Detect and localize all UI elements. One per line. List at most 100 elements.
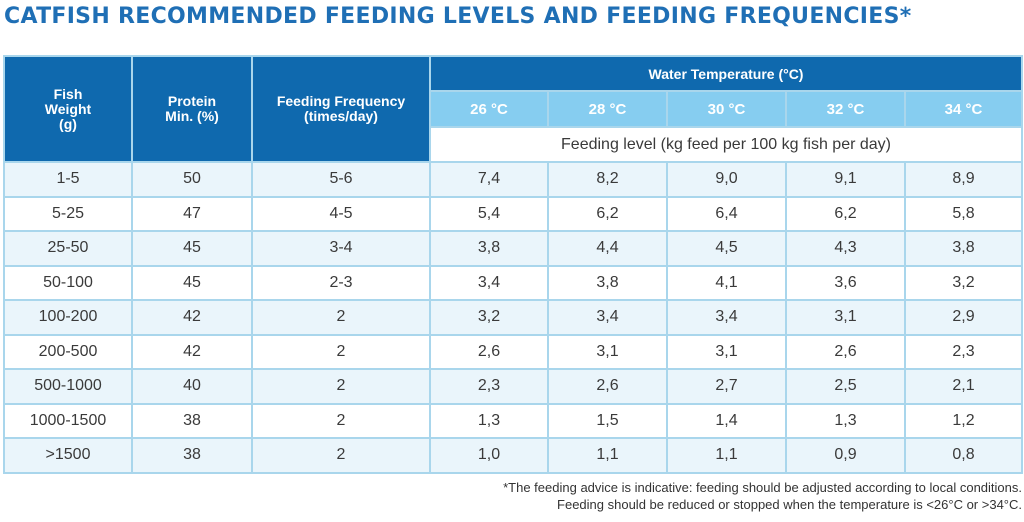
table-row: 1000-1500 38 2 1,3 1,5 1,4 1,3 1,2 bbox=[3, 402, 1024, 439]
header-temp-32: 32 °C bbox=[785, 90, 906, 128]
cell-fish-weight: 50-100 bbox=[3, 264, 133, 301]
cell-temp-32: 2,5 bbox=[785, 368, 906, 405]
cell-protein: 42 bbox=[131, 333, 253, 370]
table-row: 25-50 45 3-4 3,8 4,4 4,5 4,3 3,8 bbox=[3, 230, 1024, 267]
footnote-line-2: Feeding should be reduced or stopped whe… bbox=[557, 497, 1022, 512]
cell-protein: 38 bbox=[131, 402, 253, 439]
table-row: 200-500 42 2 2,6 3,1 3,1 2,6 2,3 bbox=[3, 333, 1024, 370]
cell-temp-30: 1,1 bbox=[666, 437, 787, 474]
header-protein-line-2: Min. (%) bbox=[165, 108, 219, 124]
cell-frequency: 5-6 bbox=[251, 161, 431, 198]
table-body: 1-5 50 5-6 7,4 8,2 9,0 9,1 8,9 5-25 47 4-5 5,4 6,2 6,… bbox=[3, 161, 1024, 474]
cell-protein: 40 bbox=[131, 368, 253, 405]
cell-temp-32: 3,6 bbox=[785, 264, 906, 301]
cell-temp-32: 2,6 bbox=[785, 333, 906, 370]
cell-fish-weight: 1000-1500 bbox=[3, 402, 133, 439]
footnote: *The feeding advice is indicative: feedi… bbox=[503, 479, 1022, 513]
table-row: 1-5 50 5-6 7,4 8,2 9,0 9,1 8,9 bbox=[3, 161, 1024, 198]
cell-temp-34: 3,8 bbox=[903, 230, 1024, 267]
cell-temp-26: 2,6 bbox=[429, 333, 549, 370]
cell-temp-30: 6,4 bbox=[666, 195, 787, 232]
cell-temp-34: 0,8 bbox=[903, 437, 1024, 474]
page-title: CATFISH RECOMMENDED FEEDING LEVELS AND F… bbox=[4, 4, 912, 29]
cell-frequency: 2 bbox=[251, 402, 431, 439]
cell-temp-26: 3,4 bbox=[429, 264, 549, 301]
cell-protein: 45 bbox=[131, 230, 253, 267]
cell-temp-32: 6,2 bbox=[785, 195, 906, 232]
cell-temp-32: 3,1 bbox=[785, 299, 906, 336]
table-row: 50-100 45 2-3 3,4 3,8 4,1 3,6 3,2 bbox=[3, 264, 1024, 301]
cell-temp-30: 3,1 bbox=[666, 333, 787, 370]
cell-temp-34: 8,9 bbox=[903, 161, 1024, 198]
header-fish-weight-line-2: Weight bbox=[44, 100, 92, 117]
cell-temp-26: 7,4 bbox=[429, 161, 549, 198]
cell-frequency: 2 bbox=[251, 299, 431, 336]
footnote-line-1: *The feeding advice is indicative: feedi… bbox=[503, 480, 1022, 495]
cell-frequency: 2 bbox=[251, 368, 431, 405]
feeding-table: Fish Weight (g) Protein Min. (%) Feeding… bbox=[3, 55, 1024, 474]
cell-temp-30: 1,4 bbox=[666, 402, 787, 439]
cell-temp-34: 1,2 bbox=[903, 402, 1024, 439]
cell-temp-26: 5,4 bbox=[429, 195, 549, 232]
cell-temp-28: 4,4 bbox=[547, 230, 668, 267]
cell-protein: 45 bbox=[131, 264, 253, 301]
header-frequency-line-1: Feeding Frequency bbox=[276, 93, 406, 109]
cell-temp-28: 6,2 bbox=[547, 195, 668, 232]
cell-fish-weight: 25-50 bbox=[3, 230, 133, 267]
cell-temp-28: 8,2 bbox=[547, 161, 668, 198]
cell-temp-32: 1,3 bbox=[785, 402, 906, 439]
cell-protein: 50 bbox=[131, 161, 253, 198]
table-row: 5-25 47 4-5 5,4 6,2 6,4 6,2 5,8 bbox=[3, 195, 1024, 232]
cell-temp-28: 3,8 bbox=[547, 264, 668, 301]
cell-temp-26: 2,3 bbox=[429, 368, 549, 405]
table-row: 500-1000 40 2 2,3 2,6 2,7 2,5 2,1 bbox=[3, 368, 1024, 405]
header-temp-28: 28 °C bbox=[547, 90, 668, 128]
header-feeding-level: Feeding level (kg feed per 100 kg fish p… bbox=[428, 126, 1024, 163]
cell-frequency: 4-5 bbox=[251, 195, 431, 232]
cell-fish-weight: 5-25 bbox=[3, 195, 133, 232]
header-protein-line-1: Protein bbox=[167, 93, 217, 109]
cell-temp-26: 3,2 bbox=[429, 299, 549, 336]
cell-frequency: 3-4 bbox=[251, 230, 431, 267]
cell-temp-34: 3,2 bbox=[903, 264, 1024, 301]
cell-fish-weight: >1500 bbox=[3, 437, 133, 474]
cell-temp-34: 2,1 bbox=[903, 368, 1024, 405]
header-frequency-line-2: (times/day) bbox=[304, 108, 378, 124]
cell-temp-28: 1,1 bbox=[547, 437, 668, 474]
header-fish-weight-line-3: (g) bbox=[59, 115, 77, 132]
header-water-temperature: Water Temperature (°C) bbox=[428, 55, 1024, 92]
cell-temp-34: 2,9 bbox=[903, 299, 1024, 336]
cell-temp-30: 4,1 bbox=[666, 264, 787, 301]
cell-temp-28: 3,1 bbox=[547, 333, 668, 370]
header-frequency: Feeding Frequency (times/day) bbox=[251, 55, 431, 163]
cell-temp-30: 3,4 bbox=[666, 299, 787, 336]
cell-fish-weight: 200-500 bbox=[3, 333, 133, 370]
cell-temp-32: 9,1 bbox=[785, 161, 906, 198]
cell-fish-weight: 1-5 bbox=[3, 161, 133, 198]
header-fish-weight-line-1: Fish bbox=[53, 85, 83, 102]
cell-temp-30: 9,0 bbox=[666, 161, 787, 198]
cell-temp-32: 4,3 bbox=[785, 230, 906, 267]
cell-temp-28: 2,6 bbox=[547, 368, 668, 405]
header-temp-30: 30 °C bbox=[666, 90, 787, 128]
cell-frequency: 2 bbox=[251, 333, 431, 370]
cell-protein: 42 bbox=[131, 299, 253, 336]
header-protein: Protein Min. (%) bbox=[131, 55, 253, 163]
header-temp-34: 34 °C bbox=[903, 90, 1024, 128]
cell-temp-28: 3,4 bbox=[547, 299, 668, 336]
cell-temp-34: 2,3 bbox=[903, 333, 1024, 370]
cell-temp-26: 1,3 bbox=[429, 402, 549, 439]
cell-temp-32: 0,9 bbox=[785, 437, 906, 474]
cell-frequency: 2 bbox=[251, 437, 431, 474]
cell-temp-28: 1,5 bbox=[547, 402, 668, 439]
cell-temp-30: 2,7 bbox=[666, 368, 787, 405]
header-temp-26: 26 °C bbox=[429, 90, 549, 128]
cell-protein: 47 bbox=[131, 195, 253, 232]
cell-temp-34: 5,8 bbox=[903, 195, 1024, 232]
cell-fish-weight: 500-1000 bbox=[3, 368, 133, 405]
table-row: 100-200 42 2 3,2 3,4 3,4 3,1 2,9 bbox=[3, 299, 1024, 336]
cell-frequency: 2-3 bbox=[251, 264, 431, 301]
cell-temp-30: 4,5 bbox=[666, 230, 787, 267]
cell-temp-26: 1,0 bbox=[429, 437, 549, 474]
cell-fish-weight: 100-200 bbox=[3, 299, 133, 336]
